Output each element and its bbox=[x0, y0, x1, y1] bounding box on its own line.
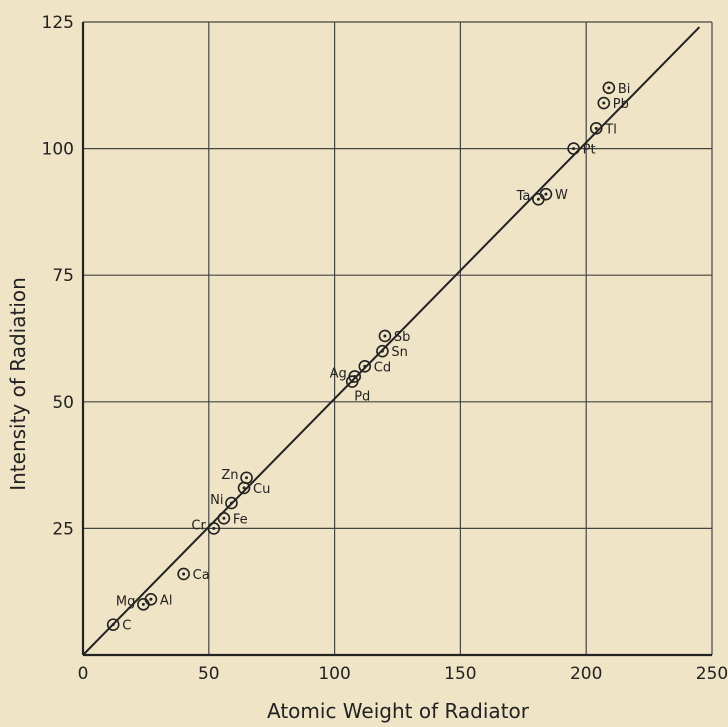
data-point-center-w bbox=[544, 192, 548, 196]
x-tick-label-200: 200 bbox=[570, 664, 602, 684]
point-label-cd: Cd bbox=[374, 360, 391, 375]
data-point-sn bbox=[376, 344, 389, 358]
point-label-tl: Tl bbox=[604, 122, 617, 137]
data-point-center-cr bbox=[212, 526, 216, 530]
data-point-center-tl bbox=[594, 126, 598, 130]
data-point-pb bbox=[597, 96, 611, 110]
y-tick-label-75: 75 bbox=[52, 266, 74, 286]
point-label-pb: Pb bbox=[613, 97, 629, 112]
point-label-ag: Ag bbox=[330, 366, 347, 381]
data-point-bi bbox=[602, 81, 616, 95]
point-label-al: Al bbox=[160, 593, 173, 608]
data-point-center-pt bbox=[572, 147, 576, 151]
point-label-cr: Cr bbox=[191, 518, 206, 533]
grid bbox=[83, 21, 713, 655]
point-label-pt: Pt bbox=[583, 143, 596, 158]
x-axis-title: Atomic Weight of Radiator bbox=[267, 699, 530, 723]
data-point-center-sn bbox=[380, 349, 384, 353]
data-point-center-ni bbox=[229, 501, 233, 505]
point-label-fe: Fe bbox=[233, 512, 248, 527]
data-point-fe bbox=[217, 511, 231, 525]
point-label-ca: Ca bbox=[193, 568, 210, 583]
data-point-center-pb bbox=[602, 101, 606, 105]
data-point-center-cd bbox=[363, 364, 367, 368]
data-point-center-ca bbox=[182, 572, 186, 576]
data-point-ca bbox=[177, 567, 190, 581]
data-point-zn bbox=[240, 471, 253, 485]
data-point-center-pd bbox=[350, 380, 354, 384]
point-label-w: W bbox=[555, 188, 568, 203]
y-tick-label-50: 50 bbox=[52, 393, 74, 413]
data-point-center-al bbox=[149, 597, 153, 601]
x-tick-label-250: 250 bbox=[696, 664, 728, 684]
x-tick-label-50: 50 bbox=[198, 664, 220, 684]
data-point-center-bi bbox=[607, 86, 611, 90]
point-label-sn: Sn bbox=[391, 345, 408, 360]
data-point-al bbox=[144, 592, 158, 606]
fit-line-group bbox=[82, 26, 701, 656]
data-point-center-sb bbox=[383, 334, 387, 338]
data-point-ni bbox=[225, 496, 238, 510]
x-tick-label-0: 0 bbox=[78, 664, 89, 684]
y-axis-title: Intensity of Radiation bbox=[6, 277, 30, 491]
data-point-center-c bbox=[111, 623, 115, 627]
data-point-center-zn bbox=[245, 476, 249, 480]
data-point-center-cu bbox=[242, 486, 246, 490]
fit-line bbox=[82, 26, 701, 656]
y-tick-label-100: 100 bbox=[42, 140, 74, 160]
data-point-center-mg bbox=[141, 602, 145, 606]
point-label-sb: Sb bbox=[394, 330, 411, 345]
axes bbox=[81, 22, 712, 657]
y-tick-label-25: 25 bbox=[52, 519, 74, 539]
data-point-tl bbox=[589, 122, 603, 135]
point-label-ta: Ta bbox=[516, 189, 531, 204]
data-point-center-ta bbox=[536, 197, 540, 201]
data-point-pd bbox=[345, 375, 359, 388]
y-tick-label-125: 125 bbox=[42, 13, 74, 33]
point-label-pd: Pd bbox=[354, 390, 370, 405]
point-label-mg: Mg bbox=[116, 594, 135, 609]
x-tick-label-150: 150 bbox=[444, 664, 476, 684]
tick-labels: 0 50 100 150 200 250 25 50 75 100 125 bbox=[42, 13, 728, 684]
point-label-c: C bbox=[122, 619, 131, 634]
data-point-pt bbox=[567, 142, 580, 155]
data-point-cd bbox=[358, 360, 372, 373]
data-point-cr bbox=[207, 522, 221, 535]
point-label-cu: Cu bbox=[253, 482, 270, 497]
data-point-c bbox=[106, 618, 120, 631]
point-label-ni: Ni bbox=[210, 493, 223, 508]
point-label-zn: Zn bbox=[221, 468, 238, 483]
x-tick-label-100: 100 bbox=[318, 664, 350, 684]
data-point-w bbox=[539, 187, 553, 201]
data-point-sb bbox=[378, 329, 392, 343]
point-label-bi: Bi bbox=[618, 82, 631, 97]
data-point-center-fe bbox=[222, 516, 226, 520]
